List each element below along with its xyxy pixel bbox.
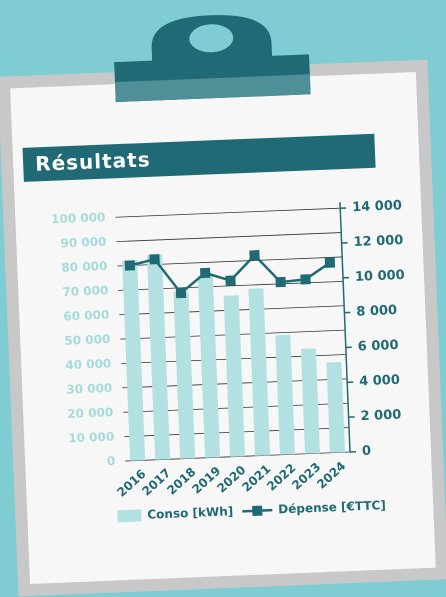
marker (176, 288, 186, 298)
marker (325, 257, 335, 267)
y2-tick-label: 8 000 (356, 303, 397, 320)
y2-tick-label: 2 000 (360, 408, 401, 425)
marker (125, 260, 135, 270)
marker (300, 274, 310, 284)
clipboard: Résultats 0 10 000 20 000 30 000 40 000 50 00… (0, 7, 446, 597)
marker (200, 268, 210, 278)
y-tick-label: 100 000 (51, 210, 106, 226)
y-tick-label: 40 000 (65, 356, 111, 372)
y-tick-label: 90 000 (60, 235, 106, 251)
y-tick-label: 30 000 (66, 381, 112, 397)
y-tick-label: 50 000 (64, 332, 110, 348)
marker (225, 275, 235, 285)
y-tick-label: 0 (107, 454, 116, 468)
y2-tick-label: 12 000 (353, 233, 403, 250)
y2-tick-label: 0 (362, 444, 372, 459)
y-tick-label: 70 000 (62, 283, 108, 299)
chart: Résultats 0 10 000 20 000 30 000 40 000 50 00… (0, 0, 446, 597)
chart-title: Résultats (35, 147, 151, 176)
y-tick-label: 10 000 (68, 430, 114, 446)
y-tick-label: 80 000 (61, 259, 107, 275)
marker (249, 250, 259, 260)
y2-tick-label: 4 000 (359, 373, 400, 390)
y-tick-label: 60 000 (63, 308, 109, 324)
y-tick-label: 20 000 (67, 405, 113, 421)
y2-tick-label: 14 000 (352, 198, 402, 215)
marker (275, 277, 285, 287)
y2-tick-label: 10 000 (355, 268, 405, 285)
marker (149, 254, 159, 264)
legend-swatch (117, 509, 141, 522)
page: Résultats 0 10 000 20 000 30 000 40 000 50 00… (0, 0, 446, 597)
y2-tick-label: 6 000 (357, 338, 398, 355)
legend-marker (252, 506, 262, 516)
